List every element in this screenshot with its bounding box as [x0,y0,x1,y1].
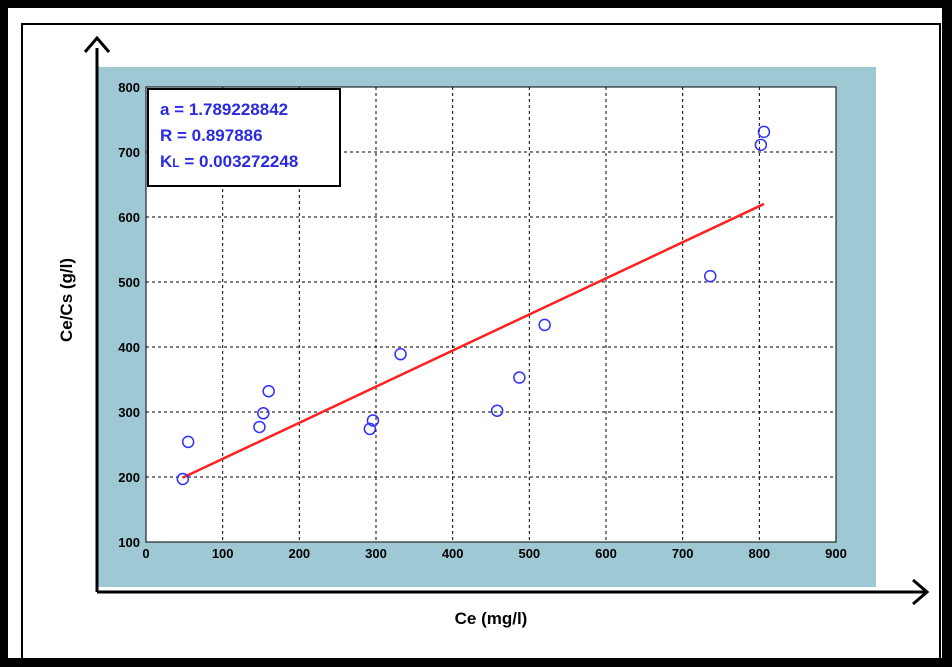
y-axis-arrow [83,35,111,53]
data-point [181,435,195,449]
y-axis-label: Ce/Cs (g/l) [57,258,76,342]
annotation-kl-sub: L [172,156,179,170]
y-tick-label: 300 [118,405,140,420]
data-point [704,269,717,283]
annotation-kl-value: = 0.003272248 [180,152,299,171]
annotation-a: a = 1.789228842 [160,100,288,119]
data-point [257,407,270,420]
data-point [394,347,407,361]
data-point [262,384,275,398]
data-point [754,138,768,152]
x-tick-label: 300 [365,546,387,561]
y-tick-label: 200 [118,470,140,485]
x-tick-label: 700 [672,546,694,561]
data-point [513,371,526,384]
annotation-kl: KL = 0.003272248 [160,152,298,171]
x-tick-label: 200 [288,546,310,561]
data-point [538,318,551,332]
data-point [253,420,266,434]
data-point [363,422,377,436]
y-tick-label: 600 [118,210,140,225]
fit-line-group [182,202,765,479]
x-tick-label: 500 [518,546,540,561]
y-tick-label: 500 [118,275,140,290]
data-point [176,472,190,486]
y-tick-label: 800 [118,80,140,95]
data-point [757,125,771,139]
y-tick-label: 400 [118,340,140,355]
x-tick-label: 100 [212,546,234,561]
x-tick-label: 400 [442,546,464,561]
x-tick-label: 800 [748,546,770,561]
data-point [490,404,504,417]
x-tick-label: 900 [825,546,847,561]
x-tick-label: 0 [142,546,149,561]
fit-line [182,202,765,479]
chart-inner-border [21,23,941,663]
annotation-r: R = 0.897886 [160,126,263,145]
x-tick-label: 600 [595,546,617,561]
data-point [366,414,380,427]
annotation-box [147,88,341,187]
annotation-kl-prefix: K [160,152,173,171]
x-axis-arrow [912,578,930,606]
y-tick-label: 700 [118,145,140,160]
x-axis-label: Ce (mg/l) [455,609,528,628]
grid-lines [146,87,836,542]
data-points [176,125,771,486]
plot-area [145,86,837,543]
y-tick-label: 100 [118,535,140,550]
tick-labels: 0 100 200 300 400 500 600 700 800 900100200300400… [118,80,847,561]
